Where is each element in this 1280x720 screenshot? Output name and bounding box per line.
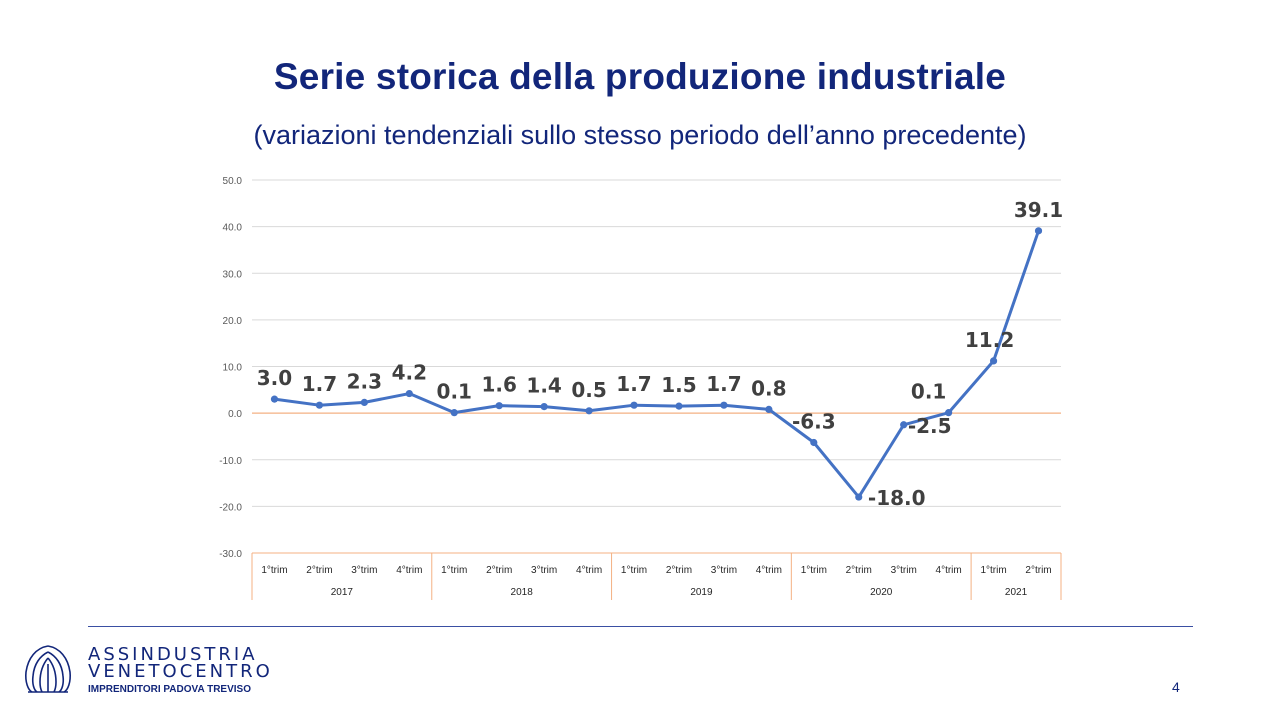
data-point xyxy=(765,405,773,413)
y-tick-label: 20.0 xyxy=(223,316,243,327)
data-label: 0.5 xyxy=(571,378,606,402)
x-tick-label: 4°trim xyxy=(756,565,782,576)
data-label: 2.3 xyxy=(347,369,382,393)
organization-name-line2: VENETOCENTRO xyxy=(88,661,273,682)
x-tick-label: 1°trim xyxy=(261,565,287,576)
x-tick-label: 2°trim xyxy=(306,565,332,576)
data-label: 11.2 xyxy=(965,328,1014,352)
x-tick-label: 2°trim xyxy=(666,565,692,576)
organization-name-line1: ASSINDUSTRIA xyxy=(88,644,258,665)
slide-title: Serie storica della produzione industria… xyxy=(273,56,1007,97)
y-tick-label: 30.0 xyxy=(223,269,243,280)
x-tick-label: 3°trim xyxy=(531,565,557,576)
data-point xyxy=(675,402,683,410)
data-point xyxy=(900,421,908,429)
data-point xyxy=(270,395,279,403)
x-tick-label: 4°trim xyxy=(396,565,422,576)
y-tick-label: 50.0 xyxy=(223,176,243,187)
data-label: 1.7 xyxy=(616,372,651,396)
year-group-label: 2017 xyxy=(331,587,354,598)
x-tick-label: 1°trim xyxy=(441,565,467,576)
x-tick-label: 1°trim xyxy=(801,565,827,576)
data-label: 4.2 xyxy=(392,361,427,385)
footer-divider xyxy=(88,626,1193,627)
data-point xyxy=(989,357,998,365)
x-tick-label: 3°trim xyxy=(891,565,917,576)
x-tick-label: 3°trim xyxy=(351,565,377,576)
y-tick-label: 0.0 xyxy=(228,409,242,420)
data-label: 1.4 xyxy=(526,374,561,398)
data-point xyxy=(450,409,458,417)
data-label: 39.1 xyxy=(1014,198,1063,222)
organization-tagline: IMPRENDITORI PADOVA TREVISO xyxy=(88,684,251,695)
data-label: -18.0 xyxy=(868,486,926,510)
data-label: 1.5 xyxy=(661,373,696,397)
year-group-label: 2018 xyxy=(511,587,534,598)
year-group-label: 2019 xyxy=(690,587,713,598)
slide-subtitle: (variazioni tendenziali sullo stesso per… xyxy=(253,120,1027,150)
series-line xyxy=(274,230,1040,499)
data-point xyxy=(495,402,503,410)
data-point xyxy=(630,401,638,409)
y-tick-label: -10.0 xyxy=(219,456,242,467)
y-tick-label: -30.0 xyxy=(219,549,242,560)
data-point xyxy=(315,401,324,409)
x-tick-label: 2°trim xyxy=(1025,565,1051,576)
data-point xyxy=(360,398,368,407)
data-label: 1.7 xyxy=(706,372,741,396)
data-label: 1.7 xyxy=(302,372,337,396)
y-tick-label: 10.0 xyxy=(223,363,243,374)
data-label: 0.8 xyxy=(751,376,786,400)
organization-name: ASSINDUSTRIA VENETOCENTRO xyxy=(88,644,273,682)
data-point xyxy=(1034,227,1043,235)
data-label: 3.0 xyxy=(257,366,292,390)
y-tick-label: -20.0 xyxy=(219,502,242,513)
data-label: -6.3 xyxy=(792,409,836,433)
x-tick-label: 3°trim xyxy=(711,565,737,576)
data-label: 0.1 xyxy=(911,380,946,404)
x-tick-label: 1°trim xyxy=(621,565,647,576)
page-number: 4 xyxy=(1172,679,1180,695)
assindustria-logo-icon xyxy=(25,645,71,693)
data-point xyxy=(585,407,593,415)
data-point xyxy=(810,438,818,447)
data-point xyxy=(540,402,548,411)
year-group-label: 2021 xyxy=(1005,587,1028,598)
data-label: -2.5 xyxy=(908,414,952,438)
data-point xyxy=(405,389,413,398)
y-tick-label: 40.0 xyxy=(223,223,243,234)
data-point xyxy=(945,409,953,417)
x-tick-label: 2°trim xyxy=(846,565,872,576)
data-point xyxy=(855,493,863,501)
x-tick-label: 1°trim xyxy=(980,565,1006,576)
year-group-label: 2020 xyxy=(870,587,893,598)
data-label: 1.6 xyxy=(481,373,516,397)
data-point xyxy=(720,401,728,409)
x-tick-label: 2°trim xyxy=(486,565,512,576)
data-label: 0.1 xyxy=(437,380,472,404)
line-chart: 50.0 40.0 30.0 20.0 10.0 0.0 -10.0 -20.0 -30.0 1°… xyxy=(219,176,1063,600)
x-tick-label: 4°trim xyxy=(936,565,962,576)
x-tick-label: 4°trim xyxy=(576,565,602,576)
